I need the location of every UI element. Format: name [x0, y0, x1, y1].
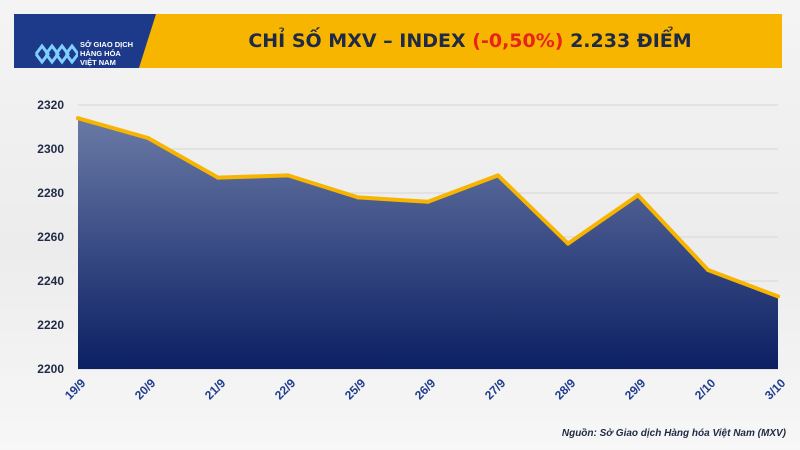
y-tick-label: 2280	[37, 186, 64, 200]
data-point	[286, 173, 290, 178]
x-tick-label: 2/10	[692, 376, 719, 403]
logo-line: VIỆT NAM	[80, 58, 116, 67]
logo-line: HÀNG HÓA	[80, 49, 121, 58]
y-tick-label: 2200	[37, 362, 64, 376]
x-tick-label: 22/9	[272, 376, 299, 403]
data-point	[426, 199, 430, 204]
y-tick-label: 2300	[37, 142, 64, 156]
source-note: Nguồn: Sở Giao dịch Hàng hóa Việt Nam (M…	[561, 428, 786, 439]
data-point	[76, 116, 80, 121]
area-fill	[78, 118, 778, 369]
x-tick-label: 3/10	[762, 376, 789, 403]
x-tick-label: 21/9	[202, 376, 229, 403]
y-tick-label: 2320	[37, 98, 64, 112]
logo-mark-icon	[34, 43, 78, 65]
x-tick-label: 25/9	[342, 376, 369, 403]
data-point	[496, 173, 500, 178]
data-point	[776, 294, 780, 299]
data-point	[216, 175, 220, 180]
title-banner	[28, 14, 782, 68]
data-point	[146, 136, 150, 140]
x-tick-label: 20/9	[132, 376, 159, 403]
title-suffix: 2.233 ĐIỂM	[563, 30, 692, 52]
x-tick-label: 27/9	[482, 376, 509, 403]
x-tick-label: 19/9	[62, 376, 89, 403]
y-tick-label: 2260	[37, 230, 64, 244]
x-tick-label: 26/9	[412, 376, 439, 403]
title-change: (-0,50%)	[472, 30, 564, 52]
data-point	[706, 268, 710, 272]
y-tick-label: 2240	[37, 274, 64, 288]
x-tick-label: 28/9	[552, 376, 579, 403]
x-tick-label: 29/9	[622, 376, 649, 403]
logo-line: SỞ GIAO DỊCH	[80, 40, 134, 49]
data-point	[636, 193, 640, 198]
data-point	[566, 241, 570, 246]
logo: SỞ GIAO DỊCH HÀNG HÓA VIỆT NAM	[14, 14, 156, 68]
y-tick-label: 2220	[37, 318, 64, 332]
title-prefix: CHỈ SỐ MXV – INDEX	[248, 30, 473, 52]
data-point	[356, 195, 360, 200]
chart-title: CHỈ SỐ MXV – INDEX (-0,50%) 2.233 ĐIỂM	[170, 14, 770, 68]
logo-text: SỞ GIAO DỊCH HÀNG HÓA VIỆT NAM	[80, 40, 156, 67]
